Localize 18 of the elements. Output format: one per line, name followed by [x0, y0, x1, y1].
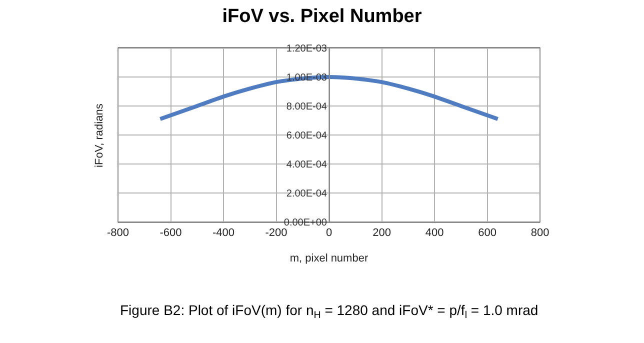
x-tick-label: 400: [425, 227, 444, 240]
chart-title: iFoV vs. Pixel Number: [222, 6, 422, 28]
caption: Figure B2: Plot of iFoV(m) for n$_{H}$ = 1280 and iFoV* = p/f$_{l}$ = 1.0 mrad: [120, 302, 538, 321]
x-tick-label: 800: [530, 227, 550, 240]
x-tick-label: 200: [372, 227, 391, 240]
y-tick-label: 2.00E-04: [286, 188, 328, 200]
x-tick-label: 600: [478, 227, 496, 240]
y-axis-title: iFoV, radians: [93, 103, 106, 168]
y-tick-label: 6.00E-04: [286, 130, 328, 142]
x-tick-label: -800: [106, 227, 130, 240]
x-tick-label: -600: [160, 227, 182, 240]
y-tick-label: 4.00E-04: [286, 160, 328, 170]
x-tick-label: 0: [326, 227, 332, 240]
y-tick-label: 8.00E-04: [286, 102, 328, 112]
x-axis-title: m, pixel number: [290, 252, 368, 264]
x-tick-label: -400: [212, 227, 235, 240]
line-series: [158, 75, 500, 122]
x-tick-label: -200: [265, 227, 288, 240]
